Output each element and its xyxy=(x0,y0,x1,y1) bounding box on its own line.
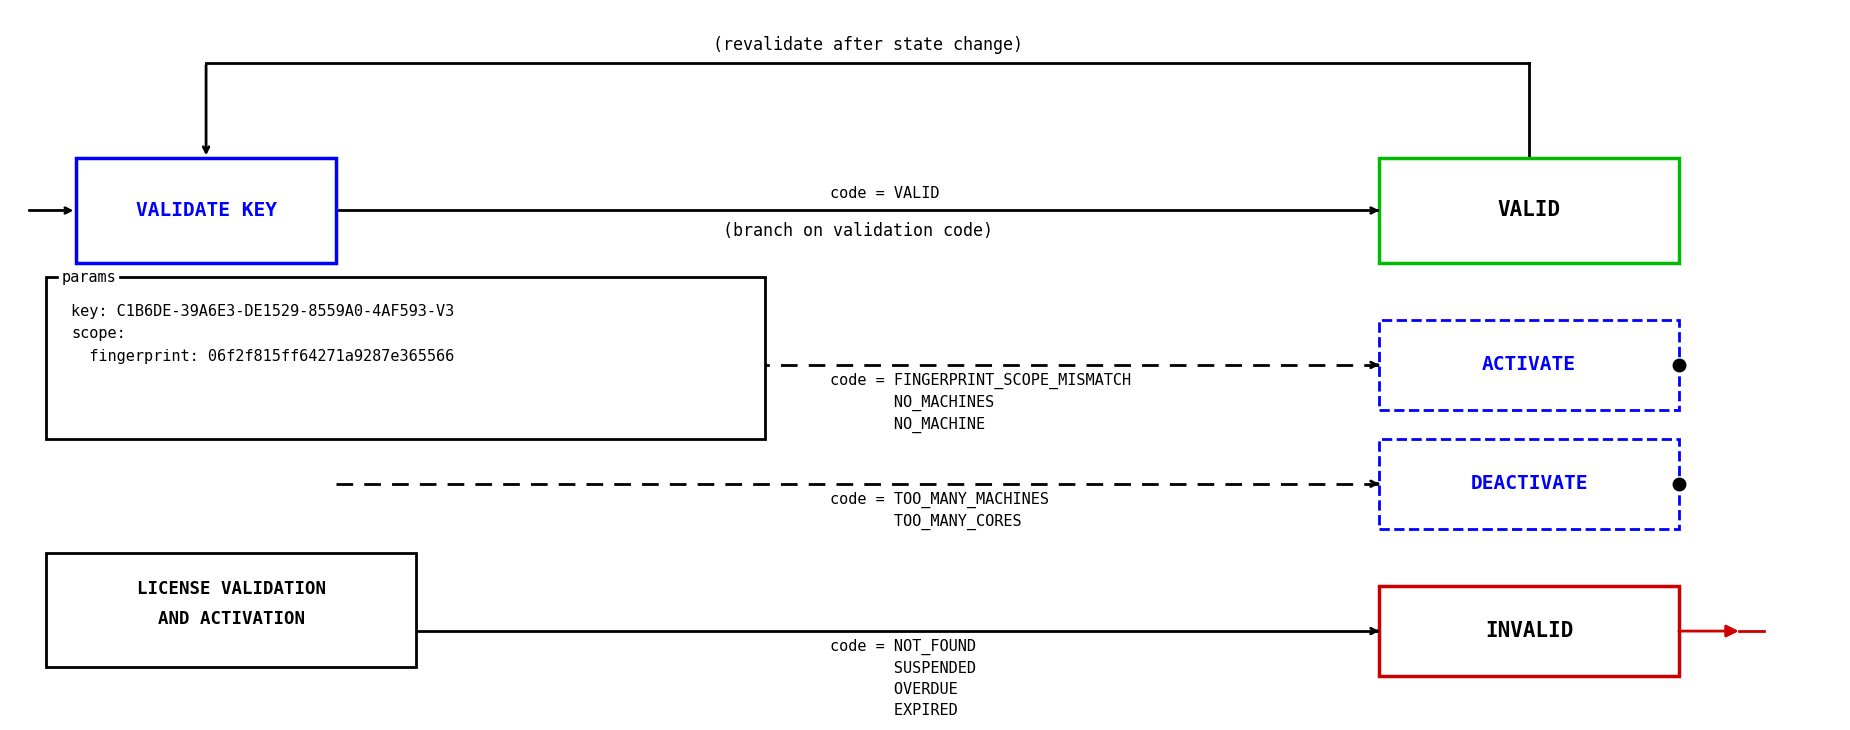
Bar xyxy=(46,553,416,666)
Text: INVALID: INVALID xyxy=(1486,621,1572,641)
Bar xyxy=(1380,439,1678,529)
Bar xyxy=(46,277,766,439)
Text: (branch on validation code): (branch on validation code) xyxy=(723,222,993,240)
Text: code = TOO_MANY_MACHINES
       TOO_MANY_CORES: code = TOO_MANY_MACHINES TOO_MANY_CORES xyxy=(831,491,1049,530)
Text: VALIDATE KEY: VALIDATE KEY xyxy=(135,201,278,220)
Bar xyxy=(1380,586,1678,676)
Text: ACTIVATE: ACTIVATE xyxy=(1482,356,1576,374)
Text: (revalidate after state change): (revalidate after state change) xyxy=(712,36,1023,54)
Bar xyxy=(76,158,337,263)
Text: code = FINGERPRINT_SCOPE_MISMATCH
       NO_MACHINES
       NO_MACHINE: code = FINGERPRINT_SCOPE_MISMATCH NO_MAC… xyxy=(831,372,1130,433)
Text: DEACTIVATE: DEACTIVATE xyxy=(1471,474,1587,493)
Text: code = VALID: code = VALID xyxy=(831,186,940,201)
Text: params: params xyxy=(61,269,117,285)
Text: code = NOT_FOUND
       SUSPENDED
       OVERDUE
       EXPIRED: code = NOT_FOUND SUSPENDED OVERDUE EXPIR… xyxy=(831,639,977,718)
Bar xyxy=(1380,320,1678,410)
Bar xyxy=(59,565,429,679)
Text: LICENSE VALIDATION
AND ACTIVATION: LICENSE VALIDATION AND ACTIVATION xyxy=(137,580,326,628)
Bar xyxy=(1380,158,1678,263)
Text: VALID: VALID xyxy=(1497,201,1561,220)
Text: key: C1B6DE-39A6E3-DE1529-8559A0-4AF593-V3
scope:
  fingerprint: 06f2f815ff64271: key: C1B6DE-39A6E3-DE1529-8559A0-4AF593-… xyxy=(72,304,455,364)
